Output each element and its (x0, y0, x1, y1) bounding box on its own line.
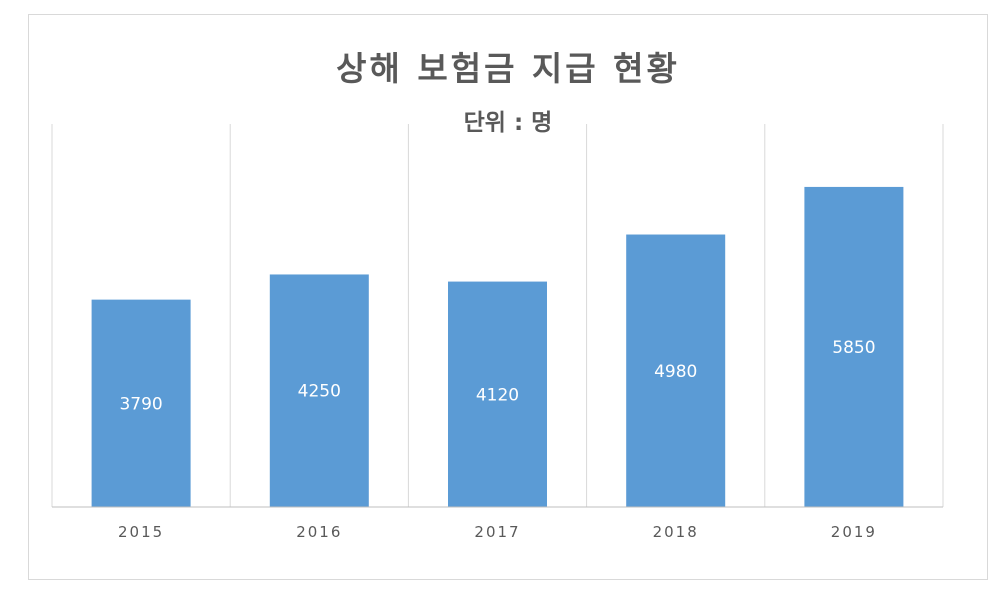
bar-2019 (804, 186, 904, 507)
bars (91, 186, 904, 507)
x-tick-label-2016: 2016 (296, 523, 342, 541)
bar-2015 (91, 299, 191, 507)
bar-2017 (448, 281, 547, 507)
x-tick-label-2018: 2018 (653, 523, 699, 541)
bar-2018 (626, 234, 726, 507)
data-label-2015: 3790 (119, 394, 162, 414)
x-tick-label-2015: 2015 (118, 523, 164, 541)
data-label-2019: 5850 (832, 338, 875, 358)
bar-2016 (269, 274, 369, 507)
data-label-2017: 4120 (476, 385, 519, 405)
chart-title: 상해 보험금 지급 현황 (336, 49, 680, 88)
x-tick-label-2017: 2017 (474, 523, 520, 541)
data-labels: 3790 4250 4120 4980 5850 (119, 338, 875, 414)
x-tick-labels: 2015 2016 2017 2018 2019 (118, 523, 877, 541)
chart-subtitle: 단위 : 명 (464, 110, 553, 136)
gridlines (51, 124, 944, 507)
x-tick-label-2019: 2019 (831, 523, 877, 541)
data-label-2016: 4250 (298, 382, 341, 402)
data-label-2018: 4980 (654, 362, 697, 382)
